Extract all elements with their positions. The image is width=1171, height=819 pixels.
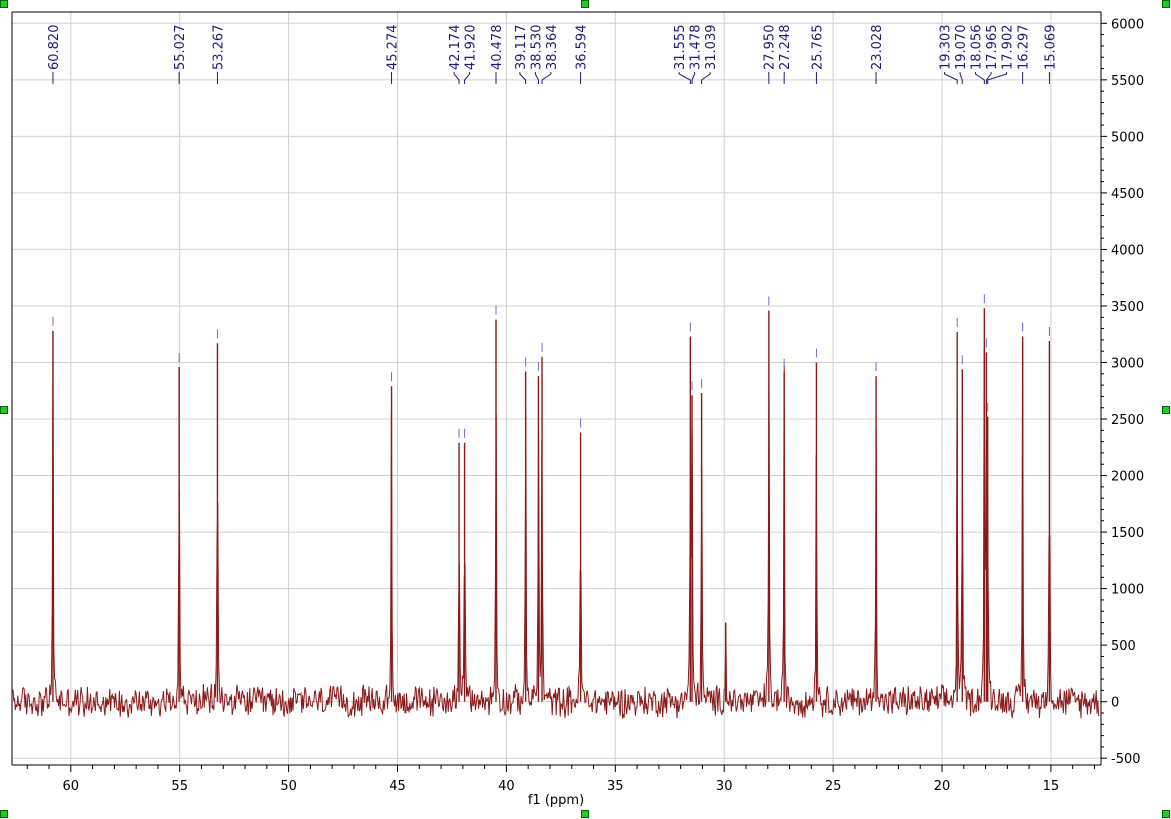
peak-label: 38.364 [545, 25, 560, 71]
peak-label-leader [985, 72, 992, 84]
peak-label-leader [975, 72, 985, 84]
peak-label: 45.274 [386, 25, 401, 71]
x-axis-title: f1 (ppm) [528, 793, 584, 808]
y-tick-label: 3000 [1111, 356, 1144, 371]
peak-label-leader [959, 72, 963, 84]
peak-label-leader [541, 72, 552, 84]
resize-handle[interactable] [1162, 406, 1170, 414]
peak-label-leader [519, 72, 527, 84]
axes: f1 (ppm) 60 55 50 45 40 35 30 25 20 15 6000 5500 500… [11, 11, 1144, 808]
peak-label: 31.478 [689, 25, 704, 71]
peak-label: 42.174 [448, 25, 463, 71]
peak-label: 41.920 [464, 25, 479, 71]
peak-label: 31.555 [673, 25, 688, 71]
x-tick-label: 35 [607, 779, 624, 794]
resize-handle[interactable] [0, 0, 8, 8]
peak-labels: 60.820 55.027 53.267 45.274 42.174 41.920 40.4… [47, 24, 1058, 438]
spectrum-trace [12, 308, 1100, 719]
peak-label: 17.965 [985, 24, 1000, 70]
peak-label: 15.069 [1043, 25, 1058, 71]
peak-label-leader [701, 72, 711, 84]
peak-label: 39.117 [514, 25, 529, 71]
y-tick-label: 1500 [1111, 526, 1144, 541]
y-tick-label: 2500 [1111, 413, 1144, 428]
peak-label: 53.267 [211, 25, 226, 71]
peak-label-leader [464, 72, 471, 84]
x-tick-label: 55 [171, 779, 188, 794]
x-tick-label: 45 [389, 779, 406, 794]
resize-handle[interactable] [0, 810, 8, 818]
x-tick-label: 25 [825, 779, 842, 794]
peak-label-leader [534, 72, 539, 84]
y-tick-label: 3500 [1111, 300, 1144, 315]
peak-label: 27.248 [778, 25, 793, 71]
peak-label-leader [678, 72, 691, 84]
peak-label: 19.070 [954, 25, 969, 71]
x-tick-label: 20 [934, 779, 951, 794]
peak-label: 19.303 [939, 25, 954, 71]
peak-label: 31.039 [704, 25, 719, 71]
peak-label: 25.765 [810, 25, 825, 71]
peak-label-leader [987, 72, 1008, 84]
y-tick-label: 5500 [1111, 74, 1144, 89]
peak-label-leader [453, 72, 460, 84]
peak-label: 17.902 [1001, 24, 1016, 70]
resize-handle[interactable] [1162, 0, 1170, 8]
resize-handle[interactable] [1162, 810, 1170, 818]
x-tick-label: 60 [63, 779, 80, 794]
y-tick-label: 6000 [1111, 17, 1144, 32]
x-tick-label: 30 [716, 779, 733, 794]
peak-label: 16.297 [1017, 25, 1032, 71]
x-tick-label: 50 [280, 779, 297, 794]
resize-handle[interactable] [581, 0, 589, 8]
peak-label: 55.027 [173, 25, 188, 71]
peak-label: 36.594 [575, 25, 590, 71]
x-tick-label: 40 [498, 779, 515, 794]
peak-label: 38.530 [529, 25, 544, 71]
peak-label-leader [944, 72, 958, 84]
y-tick-label: 1000 [1111, 583, 1144, 598]
y-tick-label: 2000 [1111, 470, 1144, 485]
y-tick-label: 4000 [1111, 243, 1144, 258]
x-tick-label: 15 [1043, 779, 1060, 794]
y-tick-label: 500 [1111, 639, 1136, 654]
peak-label: 18.056 [970, 24, 985, 70]
resize-handle[interactable] [0, 406, 8, 414]
peak-label: 60.820 [47, 25, 62, 70]
peak-label: 40.478 [490, 25, 505, 70]
peak-label: 23.028 [870, 25, 885, 71]
peak-label-leader [691, 72, 696, 84]
spectrum-line [12, 334, 1100, 719]
y-tick-label: 0 [1111, 696, 1119, 711]
y-tick-label: 5000 [1111, 130, 1144, 145]
y-tick-label: -500 [1111, 752, 1141, 767]
resize-handle[interactable] [581, 810, 589, 818]
peak-label: 27.950 [763, 25, 778, 71]
y-tick-label: 4500 [1111, 187, 1144, 202]
